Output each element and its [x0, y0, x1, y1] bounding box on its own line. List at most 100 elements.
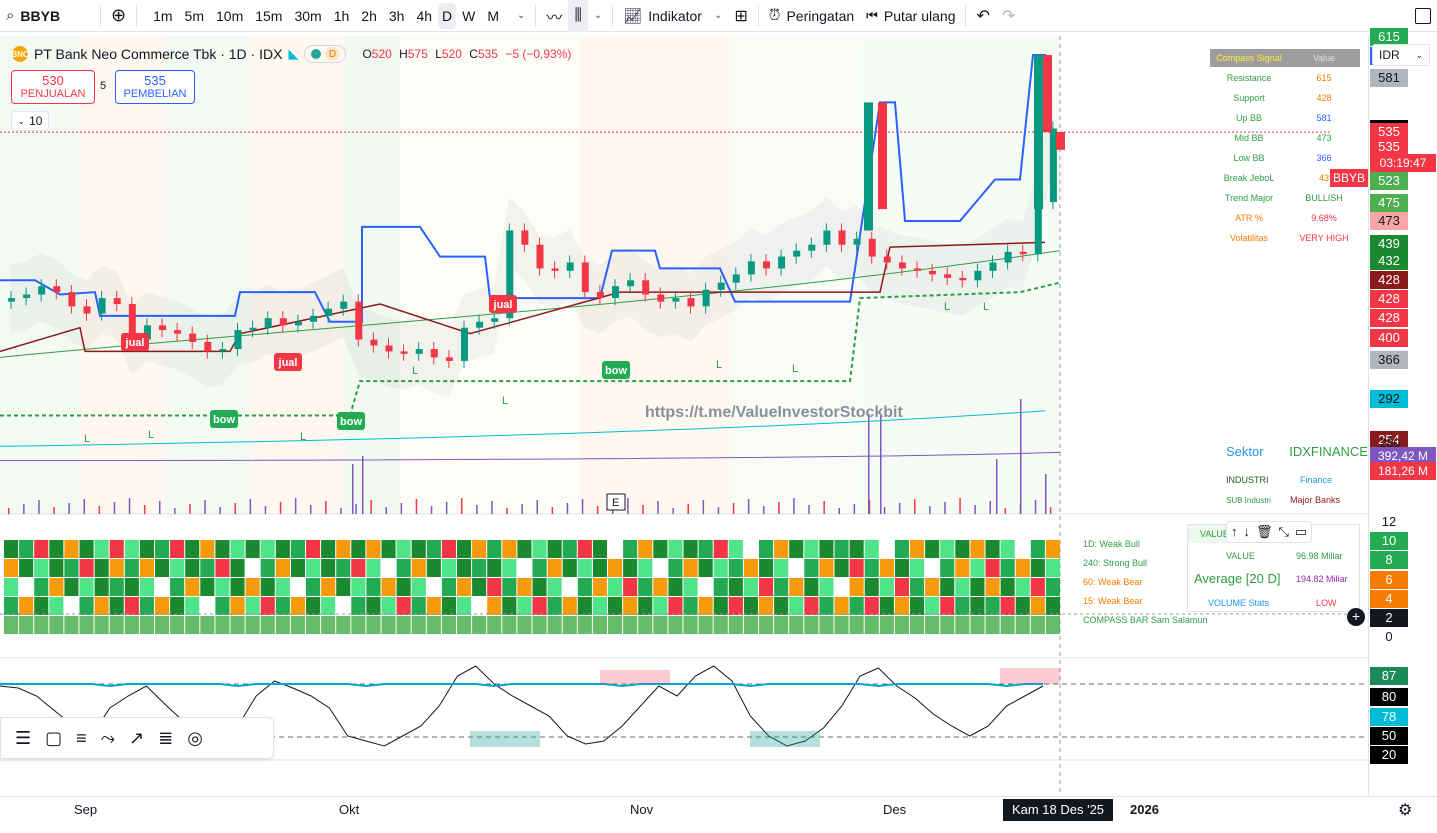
l-marker: L	[148, 429, 154, 441]
volume-bar	[8, 508, 10, 514]
indicator-button[interactable]: 📈︎ Indikator	[617, 0, 708, 32]
volume-bar	[68, 503, 70, 514]
volume-bar	[672, 508, 674, 514]
volume-bar	[23, 504, 25, 514]
compass-cell	[970, 540, 985, 558]
add-pane-button[interactable]: +	[1347, 608, 1365, 626]
move-down-icon[interactable]: ↓	[1243, 524, 1251, 539]
legend-title[interactable]: PT Bank Neo Commerce Tbk · 1D · IDX	[34, 46, 283, 62]
candle-body	[98, 298, 106, 314]
compass-cell	[608, 597, 623, 615]
compass-cell	[366, 540, 381, 558]
sell-button[interactable]: 530 PENJUALAN	[11, 70, 95, 104]
compass-cell	[472, 578, 487, 596]
price-scale[interactable]: 61561558153853553503:19:4752347547343943…	[1368, 28, 1437, 796]
compass-cell	[139, 578, 154, 596]
currency-selector[interactable]: IDR ⌄	[1372, 44, 1430, 66]
compass-row-value: 581	[1316, 113, 1332, 123]
move-up-icon[interactable]: ↑	[1231, 524, 1238, 539]
compass-row-label: ATR %	[1235, 213, 1263, 223]
indicator-dropdown[interactable]: ⌄	[708, 0, 728, 32]
market-status[interactable]: D	[304, 45, 347, 63]
interval-2h[interactable]: 2h	[361, 7, 377, 24]
line-chart-button[interactable]: 〰	[540, 0, 568, 32]
compass-cell	[200, 540, 215, 558]
volume-bar	[128, 498, 131, 514]
interval-3h[interactable]: 3h	[388, 7, 405, 24]
compass-cell	[19, 616, 34, 634]
volume-bar	[430, 506, 433, 514]
volume-bar	[174, 508, 176, 514]
compass-cell	[1030, 559, 1045, 577]
target-icon[interactable]: ◎	[187, 727, 203, 748]
price-label: 615	[1370, 28, 1408, 47]
interval-m[interactable]: M	[487, 7, 500, 24]
compass-cell	[1015, 578, 1030, 596]
compass-cell	[170, 578, 185, 596]
interval-4h[interactable]: 4h	[416, 7, 433, 24]
chart-type-dropdown[interactable]: ⌄	[588, 0, 608, 32]
search-icon: ⌕	[6, 7, 15, 24]
settings-icon[interactable]: ⚙︎	[1398, 802, 1413, 819]
compass-cell	[819, 559, 834, 577]
time-axis[interactable]: Sep Okt Nov Des Kam 18 Des '25 2026 ⚙︎	[0, 796, 1437, 822]
volume-bar	[370, 500, 372, 514]
compass-cell	[34, 616, 49, 634]
interval-5m[interactable]: 5m	[184, 7, 204, 24]
volume-bar	[914, 499, 916, 514]
candle-body	[566, 262, 574, 271]
compass-cell	[668, 578, 683, 596]
compass-row-label: Up BB	[1235, 113, 1262, 123]
candle-body	[1019, 251, 1027, 255]
chevron-down-icon: ⌄	[713, 10, 723, 21]
path-icon[interactable]: ⤳	[100, 727, 116, 748]
undo-button[interactable]: ↶	[970, 0, 995, 32]
volume-bar	[415, 499, 418, 514]
fib-lines-icon[interactable]: ≡	[76, 727, 87, 748]
main-chart[interactable]: jual jual jual bow bow bow L L L L L L L L L E	[0, 36, 1368, 796]
candle-body	[883, 256, 891, 263]
compare-button[interactable]: ⊕	[105, 0, 132, 32]
maximize-icon[interactable]: ▭	[1294, 524, 1308, 539]
interval-1h[interactable]: 1h	[333, 7, 350, 24]
interval-15m[interactable]: 15m	[255, 7, 283, 24]
symbol-search[interactable]: ⌕ BBYB	[0, 0, 96, 32]
buy-button[interactable]: 535 PEMBELIAN	[115, 70, 195, 104]
compass-cell	[1000, 559, 1015, 577]
alert-button[interactable]: ⏰︎ Peringatan	[763, 0, 860, 32]
compass-cell	[124, 597, 139, 615]
layout-button[interactable]: ⊞	[728, 0, 753, 32]
interval-1m[interactable]: 1m	[153, 7, 173, 24]
candle-body	[294, 321, 302, 326]
interval-30m[interactable]: 30m	[294, 7, 322, 24]
interval-w[interactable]: W	[462, 7, 476, 24]
flag-icon[interactable]: ◣	[288, 46, 299, 61]
candles-button[interactable]: ⫼	[568, 0, 588, 32]
candle-body	[944, 274, 952, 278]
average-amount: 194.82 Miliar	[1296, 574, 1348, 584]
compass-row-label: Trend Major	[1224, 193, 1274, 203]
price-label: 181,26 M	[1370, 462, 1436, 481]
arrow-icon[interactable]: ↗	[129, 727, 145, 748]
rectangle-icon[interactable]: ▢	[45, 727, 63, 748]
compass-cell	[774, 540, 789, 558]
volume-bar	[1049, 507, 1052, 514]
indicators-collapse-button[interactable]: ⌄ 10	[11, 111, 49, 131]
interval-d[interactable]: D	[438, 2, 457, 29]
replay-button[interactable]: ⏮︎ Putar ulang	[860, 0, 961, 32]
compass-cell	[910, 559, 925, 577]
volume-stats-value: LOW	[1316, 598, 1337, 608]
interval-dropdown[interactable]: ⌄	[511, 0, 531, 32]
horizontal-lines-icon[interactable]: ☰	[15, 727, 32, 748]
text-lines-icon[interactable]: ≣	[158, 727, 174, 748]
redo-button[interactable]: ↷	[996, 0, 1021, 32]
trash-icon[interactable]: 🗑︎	[1256, 524, 1273, 539]
candle-body	[128, 304, 136, 340]
signal-text: jual	[493, 299, 513, 311]
compass-cell	[306, 578, 321, 596]
compass-cell	[517, 559, 532, 577]
fullscreen-button[interactable]	[1409, 0, 1437, 32]
interval-10m[interactable]: 10m	[216, 7, 244, 24]
compass-cell	[864, 597, 879, 615]
collapse-icon[interactable]: ⤡	[1278, 524, 1289, 539]
